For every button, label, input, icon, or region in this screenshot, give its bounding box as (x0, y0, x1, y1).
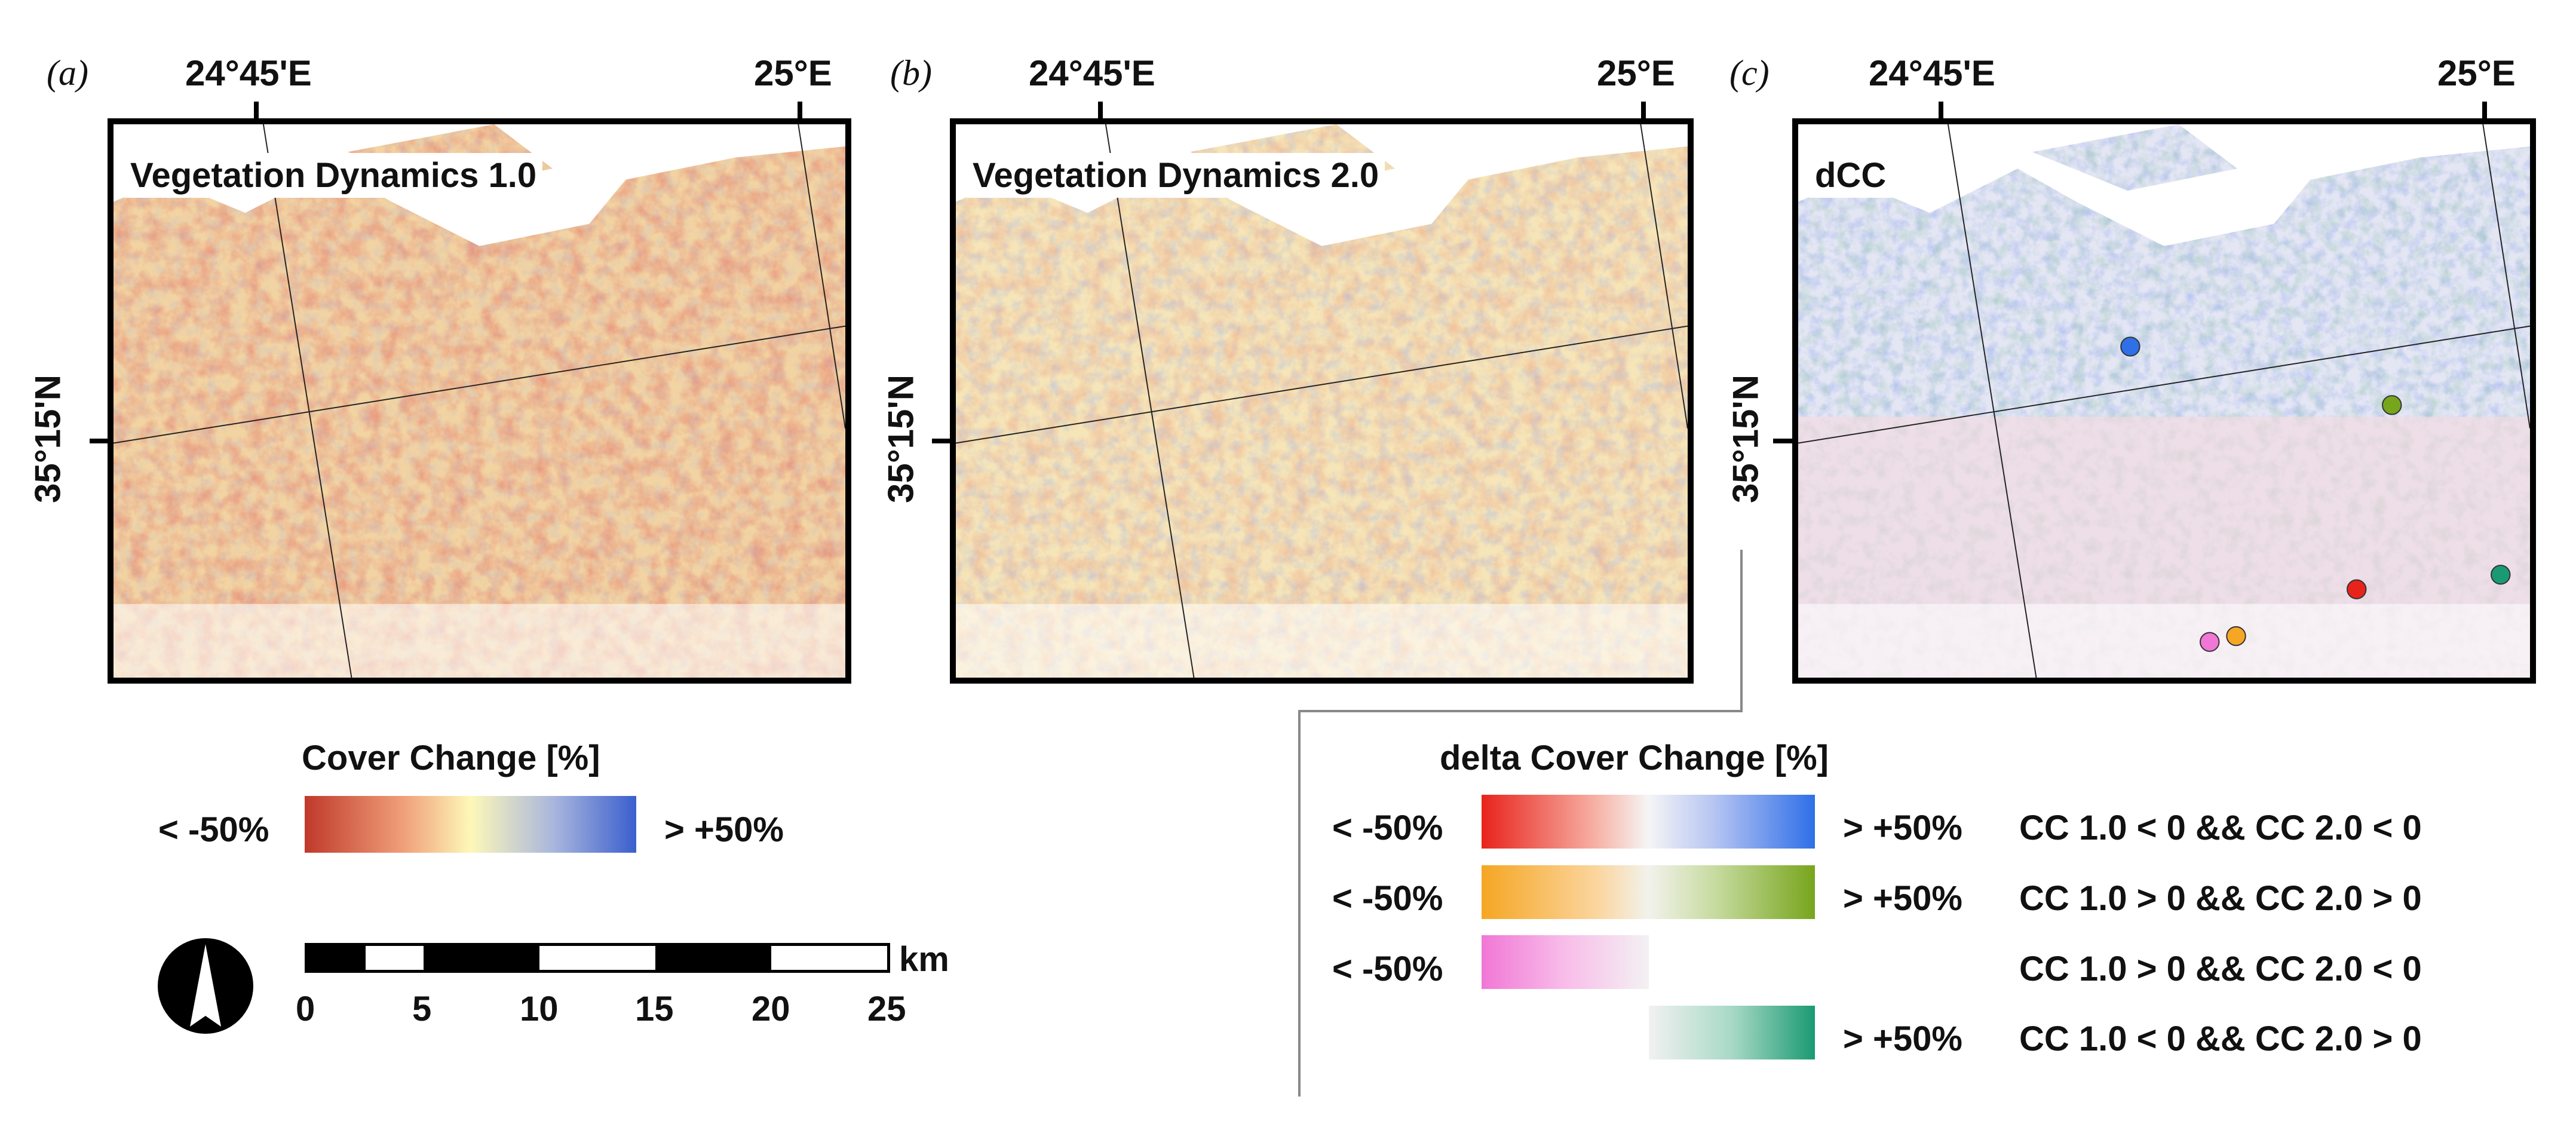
tick-mark (1098, 102, 1103, 120)
tick-mark (798, 102, 802, 120)
cc-legend-high: > +50% (664, 810, 784, 849)
scale-tick-label: 10 (520, 990, 559, 1028)
panel-b-letter: (b) (890, 53, 932, 93)
scale-unit: km (899, 940, 949, 979)
scale-bar (305, 943, 890, 973)
tick-mark (932, 439, 953, 443)
panel-a-lon-right: 25°E (754, 53, 832, 93)
map-c-title: dCC (1809, 153, 1893, 198)
dcc-row2-low: < -50% (1332, 879, 1443, 918)
scale-tick-label: 20 (752, 990, 790, 1028)
map-a-title: Vegetation Dynamics 1.0 (124, 153, 543, 198)
map-marker (2382, 395, 2402, 415)
panel-a-lat: 35°15'N (27, 374, 68, 504)
dcc-colorbar-orange-green (1482, 865, 1815, 919)
tick-mark (254, 102, 259, 120)
tick-mark (1773, 439, 1794, 443)
map-panel-c[interactable]: dCC (1792, 118, 2536, 684)
panel-c-lat: 35°15'N (1725, 374, 1766, 504)
map-marker (2120, 336, 2140, 357)
dcc-row1-condition: CC 1.0 < 0 && CC 2.0 < 0 (2019, 808, 2422, 847)
map-a-raster (114, 124, 845, 678)
panel-c-lon-left: 24°45'E (1869, 53, 1995, 93)
dcc-row1-low: < -50% (1332, 808, 1443, 847)
north-arrow-icon (158, 938, 253, 1034)
dcc-row1-high: > +50% (1843, 808, 1962, 847)
panel-c-lon-right: 25°E (2437, 53, 2516, 93)
dcc-row2-high: > +50% (1843, 879, 1962, 918)
tick-mark (2482, 102, 2487, 120)
map-marker (2347, 579, 2367, 599)
dcc-colorbar-red-blue (1482, 795, 1815, 849)
scale-tick-label: 5 (412, 990, 432, 1028)
connector-line (1298, 550, 1743, 1097)
dcc-row2-condition: CC 1.0 > 0 && CC 2.0 > 0 (2019, 879, 2422, 918)
cc-colorbar (305, 796, 636, 853)
map-panel-a[interactable]: Vegetation Dynamics 1.0 (108, 118, 851, 684)
scale-tick-label: 25 (867, 990, 906, 1028)
panel-a-lon-left: 24°45'E (185, 53, 312, 93)
map-b-raster (956, 124, 1688, 678)
dcc-row3-condition: CC 1.0 > 0 && CC 2.0 < 0 (2019, 950, 2422, 988)
dcc-row4-condition: CC 1.0 < 0 && CC 2.0 > 0 (2019, 1019, 2422, 1058)
cc-legend-low: < -50% (158, 810, 269, 849)
panel-b-lon-left: 24°45'E (1029, 53, 1155, 93)
dcc-colorbar-teal (1649, 1006, 1815, 1059)
dcc-row4-high: > +50% (1843, 1019, 1962, 1058)
scale-tick-label: 0 (296, 990, 315, 1028)
cc-legend-title: Cover Change [%] (302, 739, 600, 777)
map-marker (2491, 565, 2511, 585)
panel-b-lon-right: 25°E (1597, 53, 1675, 93)
map-marker (2200, 632, 2220, 652)
panel-b-lat: 35°15'N (881, 374, 921, 504)
dcc-colorbar-magenta (1482, 935, 1649, 989)
tick-mark (1641, 102, 1646, 120)
map-panel-b[interactable]: Vegetation Dynamics 2.0 (950, 118, 1694, 684)
tick-mark (90, 439, 111, 443)
map-c-raster (1798, 124, 2530, 678)
dcc-legend-title: delta Cover Change [%] (1440, 739, 1829, 777)
panel-a-letter: (a) (47, 53, 88, 93)
dcc-row3-low: < -50% (1332, 950, 1443, 988)
map-b-title: Vegetation Dynamics 2.0 (967, 153, 1385, 198)
scale-tick-label: 15 (635, 990, 674, 1028)
panel-c-letter: (c) (1729, 53, 1770, 93)
tick-mark (1939, 102, 1943, 120)
map-marker (2226, 626, 2246, 647)
